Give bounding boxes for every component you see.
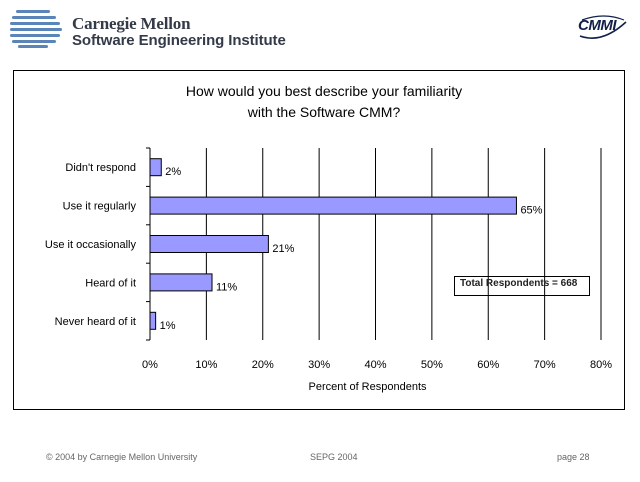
chart-title: How would you best describe your familia… <box>114 81 534 123</box>
category-label: Use it occasionally <box>45 239 137 251</box>
chart-frame: How would you best describe your familia… <box>13 70 625 410</box>
x-tick-label: 60% <box>477 359 499 371</box>
x-tick-label: 70% <box>534 359 556 371</box>
total-respondents-note: Total Respondents = 668 <box>454 276 590 296</box>
x-tick-label: 30% <box>308 359 330 371</box>
footer-event: SEPG 2004 <box>310 452 358 462</box>
org-subtitle: Software Engineering Institute <box>72 32 286 49</box>
data-label: 2% <box>165 166 181 178</box>
org-name: Carnegie Mellon <box>72 14 191 33</box>
x-tick-label: 0% <box>142 359 158 371</box>
footer-page-number: page 28 <box>557 452 590 462</box>
chart-title-line-2: with the Software CMM? <box>247 104 401 120</box>
bar <box>149 235 269 253</box>
x-tick-label: 40% <box>364 359 386 371</box>
cmmi-logo: CMMI <box>576 14 628 42</box>
x-tick-label: 50% <box>421 359 443 371</box>
sei-globe-logo-icon <box>10 10 62 48</box>
x-tick-label: 10% <box>195 359 217 371</box>
category-label: Heard of it <box>85 277 136 289</box>
category-label: Never heard of it <box>55 316 136 328</box>
data-label: 11% <box>216 281 237 293</box>
x-tick-label: 80% <box>590 359 612 371</box>
bar <box>149 196 517 215</box>
category-label: Didn't respond <box>65 162 136 174</box>
header: Carnegie Mellon Software Engineering Ins… <box>0 0 640 62</box>
chart-title-line-1: How would you best describe your familia… <box>185 83 463 99</box>
cmmi-logo-text: CMMI <box>578 17 617 34</box>
x-axis-title: Percent of Respondents <box>308 381 427 393</box>
cmmi-swoosh-icon <box>579 15 627 39</box>
bar <box>149 273 213 292</box>
data-label: 65% <box>520 205 542 217</box>
data-label: 21% <box>272 243 294 255</box>
footer: © 2004 by Carnegie Mellon University SEP… <box>0 452 640 468</box>
bar <box>149 158 162 177</box>
bar-chart: Didn't respond 2% Use it regularly 65% Use i… <box>45 147 612 393</box>
data-label: 1% <box>160 320 176 332</box>
x-tick-label: 20% <box>252 359 274 371</box>
footer-copyright: © 2004 by Carnegie Mellon University <box>46 452 198 462</box>
category-label: Use it regularly <box>63 201 137 213</box>
bar <box>149 311 157 330</box>
